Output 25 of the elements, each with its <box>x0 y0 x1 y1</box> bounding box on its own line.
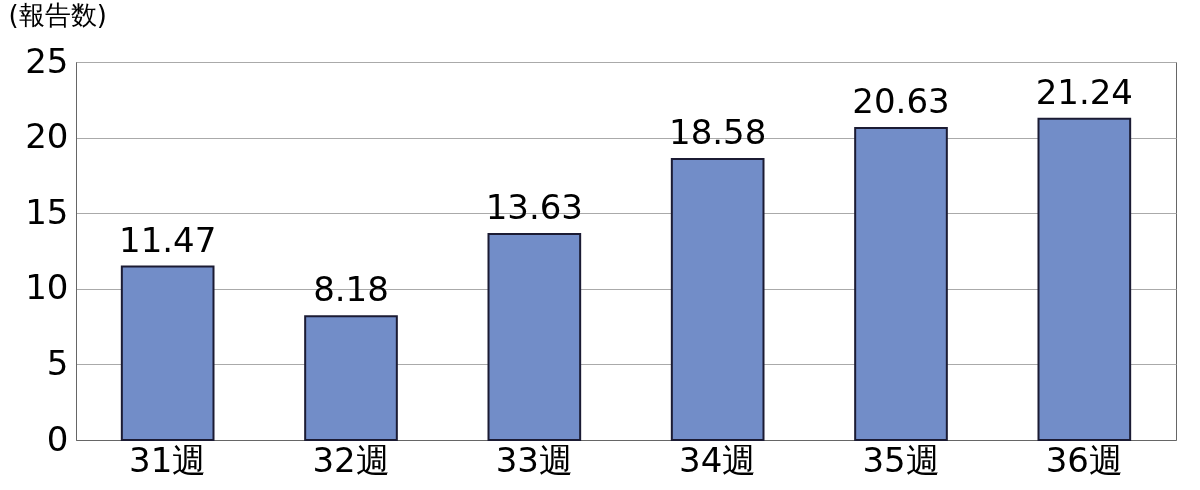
data-label: 11.47 <box>118 219 217 260</box>
data-label: 18.58 <box>668 112 767 153</box>
data-label: 13.63 <box>485 186 584 227</box>
y-tick-label: 25 <box>25 40 69 81</box>
data-label: 8.18 <box>313 269 389 310</box>
y-tick-label: 10 <box>25 267 69 308</box>
bar <box>487 232 582 441</box>
y-tick-label: 20 <box>25 116 69 157</box>
bar <box>854 127 948 441</box>
y-tick-label: 0 <box>46 418 69 459</box>
data-label: 20.63 <box>852 81 950 122</box>
x-tick-label: 31週 <box>129 439 207 480</box>
x-tick-label: 32週 <box>312 439 390 480</box>
data-label: 21.24 <box>1035 71 1134 112</box>
y-tick-label: 15 <box>25 191 69 232</box>
x-tick-label: 36週 <box>1045 439 1123 480</box>
bar <box>304 315 398 441</box>
bar <box>120 265 215 441</box>
x-tick-label: 33週 <box>495 439 573 480</box>
x-tick-label: 34週 <box>679 439 757 480</box>
y-tick-label: 5 <box>46 342 69 383</box>
bar <box>1037 117 1132 441</box>
x-tick-label: 35週 <box>862 439 940 480</box>
y-axis-title: (報告数) <box>8 0 107 30</box>
bar <box>670 158 765 441</box>
